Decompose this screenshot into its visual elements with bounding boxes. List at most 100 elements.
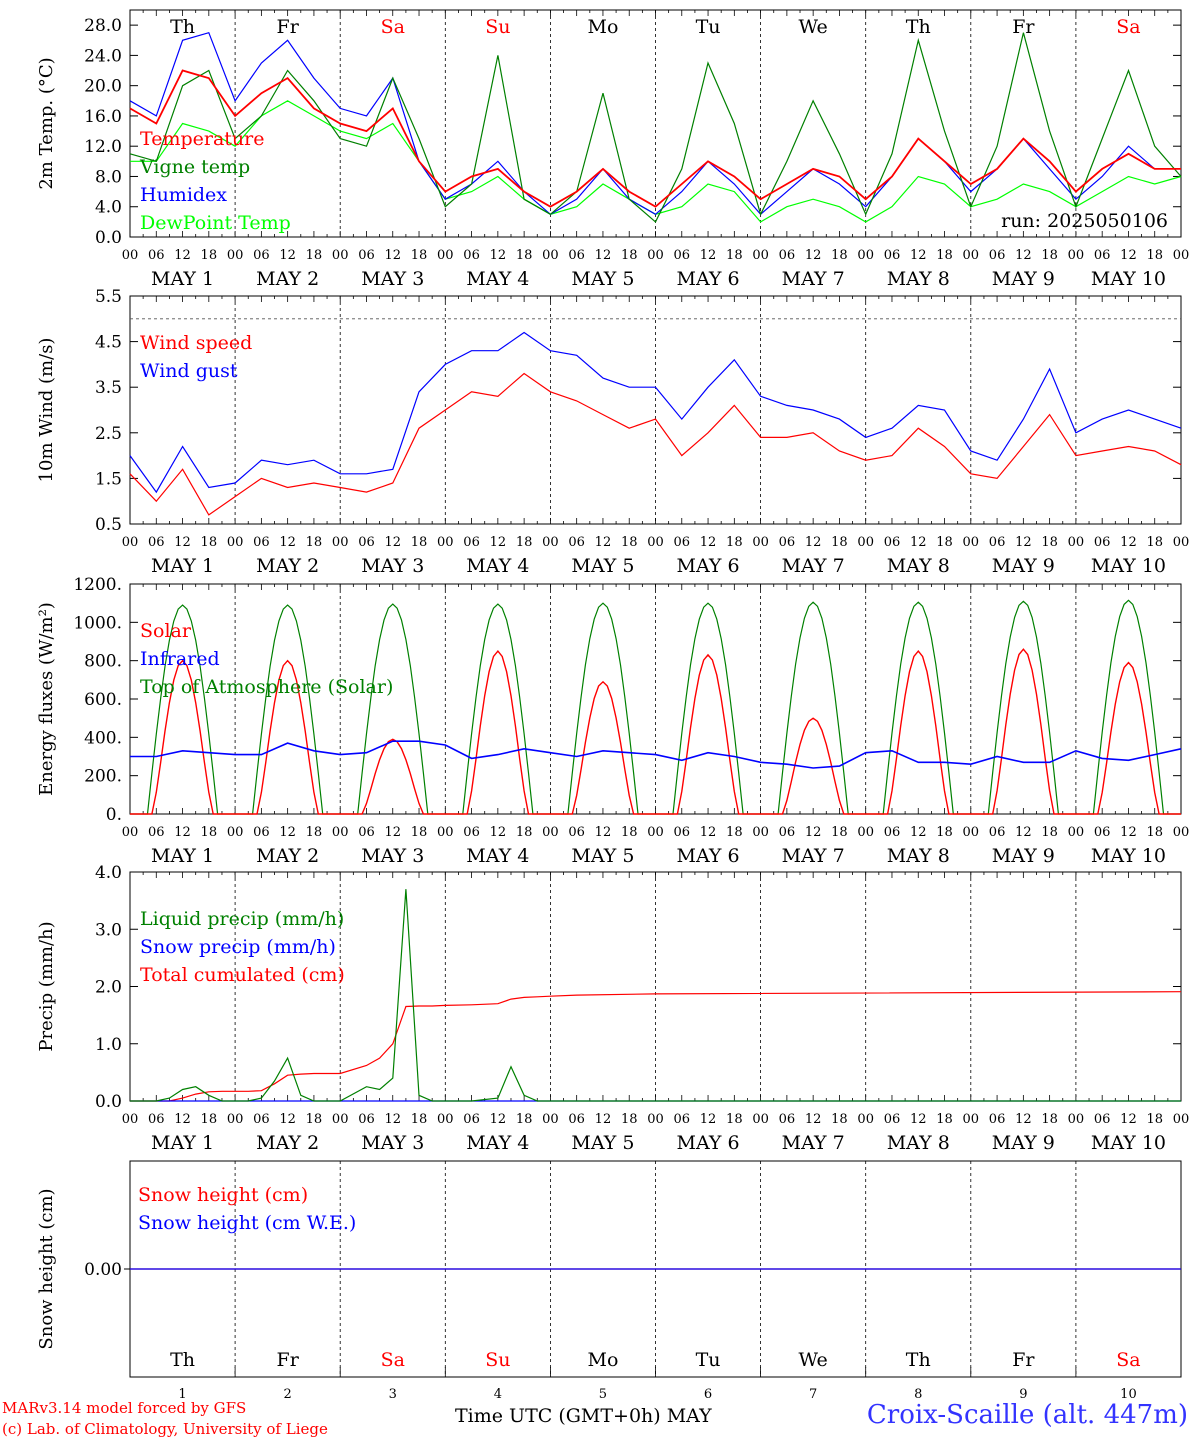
day-label-snow: We (799, 1349, 828, 1371)
temp-hour-label: 00 (857, 248, 874, 263)
wind-hour-label: 12 (384, 535, 401, 550)
precip-hour-label: 06 (253, 1112, 270, 1127)
temp-date-label: MAY 7 (782, 268, 845, 290)
precip-hour-label: 18 (621, 1112, 638, 1127)
temp-hour-label: 00 (647, 248, 664, 263)
wind-legend-item: Wind gust (140, 360, 238, 382)
precip-hour-label: 12 (805, 1112, 822, 1127)
temp-hour-label: 06 (358, 248, 375, 263)
series-liquid-precip-mm-h- (130, 889, 1181, 1102)
wind-hour-label: 00 (752, 535, 769, 550)
precip-date-label: MAY 7 (782, 1132, 845, 1154)
wind-hour-label: 00 (647, 535, 664, 550)
precip-hour-label: 06 (463, 1112, 480, 1127)
precip-hour-label: 12 (700, 1112, 717, 1127)
day-label-top: Fr (1012, 16, 1035, 38)
wind-date-label: MAY 8 (887, 555, 950, 577)
wind-hour-label: 18 (411, 535, 428, 550)
wind-ytick-label: 5.5 (95, 287, 122, 307)
temp-hour-label: 06 (989, 248, 1006, 263)
temp-date-label: MAY 1 (151, 268, 214, 290)
energy-legend-item: Infrared (140, 648, 220, 670)
day-label-snow: Sa (1116, 1349, 1140, 1371)
precip-hour-label: 00 (227, 1112, 244, 1127)
energy-hour-label: 06 (1094, 825, 1111, 840)
wind-hour-label: 18 (726, 535, 743, 550)
energy-hour-label: 18 (726, 825, 743, 840)
wind-hour-label: 12 (490, 535, 507, 550)
wind-hour-label: 06 (568, 535, 585, 550)
energy-hour-label: 06 (779, 825, 796, 840)
energy-hour-label: 00 (752, 825, 769, 840)
wind-ytick-label: 0.5 (95, 515, 122, 535)
energy-hour-label: 06 (358, 825, 375, 840)
precip-hour-label: 06 (568, 1112, 585, 1127)
precip-hour-label: 12 (279, 1112, 296, 1127)
wind-hour-label: 18 (621, 535, 638, 550)
day-number: 9 (1019, 1387, 1027, 1402)
energy-date-label: MAY 4 (466, 845, 529, 867)
series-temperature (129, 69, 1181, 208)
temp-hour-label: 18 (201, 248, 218, 263)
series-wind-gust (129, 331, 1182, 494)
day-label-snow: Th (906, 1349, 931, 1371)
precip-hour-label-end: 00 (1173, 1112, 1190, 1127)
temp-hour-label: 12 (174, 248, 191, 263)
energy-date-label: MAY 3 (361, 845, 424, 867)
precip-ytick-label: 3.0 (95, 920, 122, 940)
energy-ylabel: Energy fluxes (W/m²) (36, 602, 57, 796)
temp-hour-label: 12 (700, 248, 717, 263)
precip-hour-label: 18 (1146, 1112, 1163, 1127)
energy-date-label: MAY 8 (887, 845, 950, 867)
temp-ytick-label: 20.0 (84, 77, 122, 97)
series-infrared (130, 740, 1182, 769)
energy-hour-label: 06 (674, 825, 691, 840)
wind-hour-label: 06 (148, 535, 165, 550)
precip-ytick-label: 2.0 (95, 978, 122, 998)
precip-hour-label: 18 (936, 1112, 953, 1127)
energy-hour-label: 06 (568, 825, 585, 840)
precip-hour-label: 12 (384, 1112, 401, 1127)
temp-hour-label: 18 (831, 248, 848, 263)
energy-ytick-label: 400. (84, 728, 122, 748)
precip-hour-label: 18 (516, 1112, 533, 1127)
temp-hour-label: 06 (568, 248, 585, 263)
energy-date-label: MAY 7 (782, 845, 845, 867)
energy-ytick-label: 1200. (73, 575, 122, 595)
wind-hour-label: 06 (463, 535, 480, 550)
temp-hour-label-end: 00 (1173, 248, 1190, 263)
energy-hour-label: 12 (595, 825, 612, 840)
precip-hour-label: 00 (1068, 1112, 1085, 1127)
wind-hour-label-end: 00 (1173, 535, 1190, 550)
wind-hour-label: 18 (306, 535, 323, 550)
temp-date-label: MAY 8 (887, 268, 950, 290)
wind-hour-label: 06 (989, 535, 1006, 550)
precip-legend-item: Snow precip (mm/h) (140, 936, 336, 958)
precip-hour-label: 12 (1120, 1112, 1137, 1127)
precip-hour-label: 06 (779, 1112, 796, 1127)
energy-hour-label: 18 (1041, 825, 1058, 840)
energy-ytick-label: 200. (84, 767, 122, 787)
series-wind-speed (129, 372, 1182, 516)
energy-ytick-label: 0. (106, 805, 122, 825)
wind-hour-label: 12 (279, 535, 296, 550)
day-label-top: Tu (696, 16, 721, 38)
temp-hour-label: 00 (963, 248, 980, 263)
wind-date-label: MAY 9 (992, 555, 1055, 577)
energy-hour-label: 00 (963, 825, 980, 840)
temp-ytick-label: 8.0 (95, 167, 122, 187)
temp-hour-label: 18 (306, 248, 323, 263)
precip-date-label: MAY 1 (151, 1132, 214, 1154)
day-number: 10 (1120, 1387, 1137, 1402)
wind-hour-label: 18 (1041, 535, 1058, 550)
wind-hour-label: 18 (516, 535, 533, 550)
wind-hour-label: 00 (1068, 535, 1085, 550)
temp-hour-label: 12 (1015, 248, 1032, 263)
temp-hour-label: 18 (1041, 248, 1058, 263)
temp-hour-label: 18 (1146, 248, 1163, 263)
snow-legend-item: Snow height (cm) (138, 1184, 308, 1206)
energy-hour-label: 12 (490, 825, 507, 840)
energy-date-label: MAY 9 (992, 845, 1055, 867)
day-label-top: Su (485, 16, 510, 38)
wind-ytick-label: 3.5 (95, 378, 122, 398)
